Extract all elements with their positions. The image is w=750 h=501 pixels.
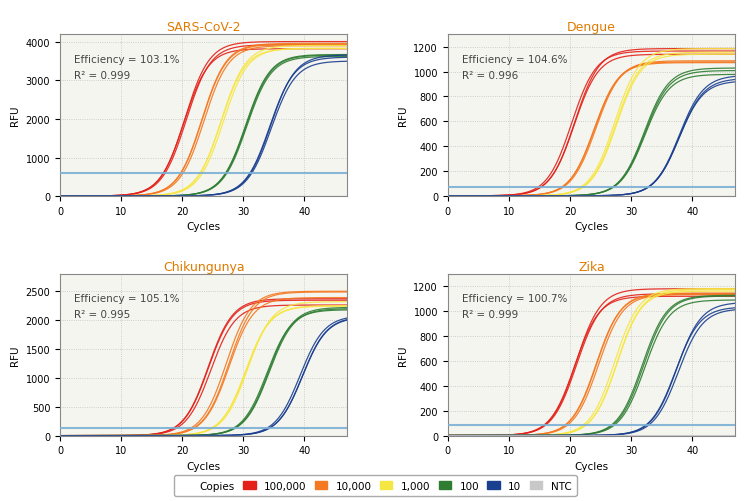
Y-axis label: RFU: RFU <box>10 106 20 126</box>
Title: Dengue: Dengue <box>567 21 616 34</box>
Title: SARS-CoV-2: SARS-CoV-2 <box>166 21 241 34</box>
Text: R² = 0.999: R² = 0.999 <box>462 310 518 320</box>
Y-axis label: RFU: RFU <box>398 345 408 365</box>
X-axis label: Cycles: Cycles <box>574 461 608 471</box>
Title: Zika: Zika <box>578 260 604 273</box>
X-axis label: Cycles: Cycles <box>574 222 608 232</box>
Text: Efficiency = 100.7%: Efficiency = 100.7% <box>462 294 568 304</box>
Legend: Copies, 100,000, 10,000, 1,000, 100, 10, NTC: Copies, 100,000, 10,000, 1,000, 100, 10,… <box>173 475 577 496</box>
Text: Efficiency = 103.1%: Efficiency = 103.1% <box>74 55 180 65</box>
Y-axis label: RFU: RFU <box>398 106 408 126</box>
X-axis label: Cycles: Cycles <box>187 461 220 471</box>
Text: R² = 0.996: R² = 0.996 <box>462 71 518 81</box>
Text: Efficiency = 104.6%: Efficiency = 104.6% <box>462 55 568 65</box>
X-axis label: Cycles: Cycles <box>187 222 220 232</box>
Text: R² = 0.995: R² = 0.995 <box>74 310 130 320</box>
Y-axis label: RFU: RFU <box>10 345 20 365</box>
Text: R² = 0.999: R² = 0.999 <box>74 71 130 81</box>
Text: Efficiency = 105.1%: Efficiency = 105.1% <box>74 294 180 304</box>
Title: Chikungunya: Chikungunya <box>163 260 244 273</box>
